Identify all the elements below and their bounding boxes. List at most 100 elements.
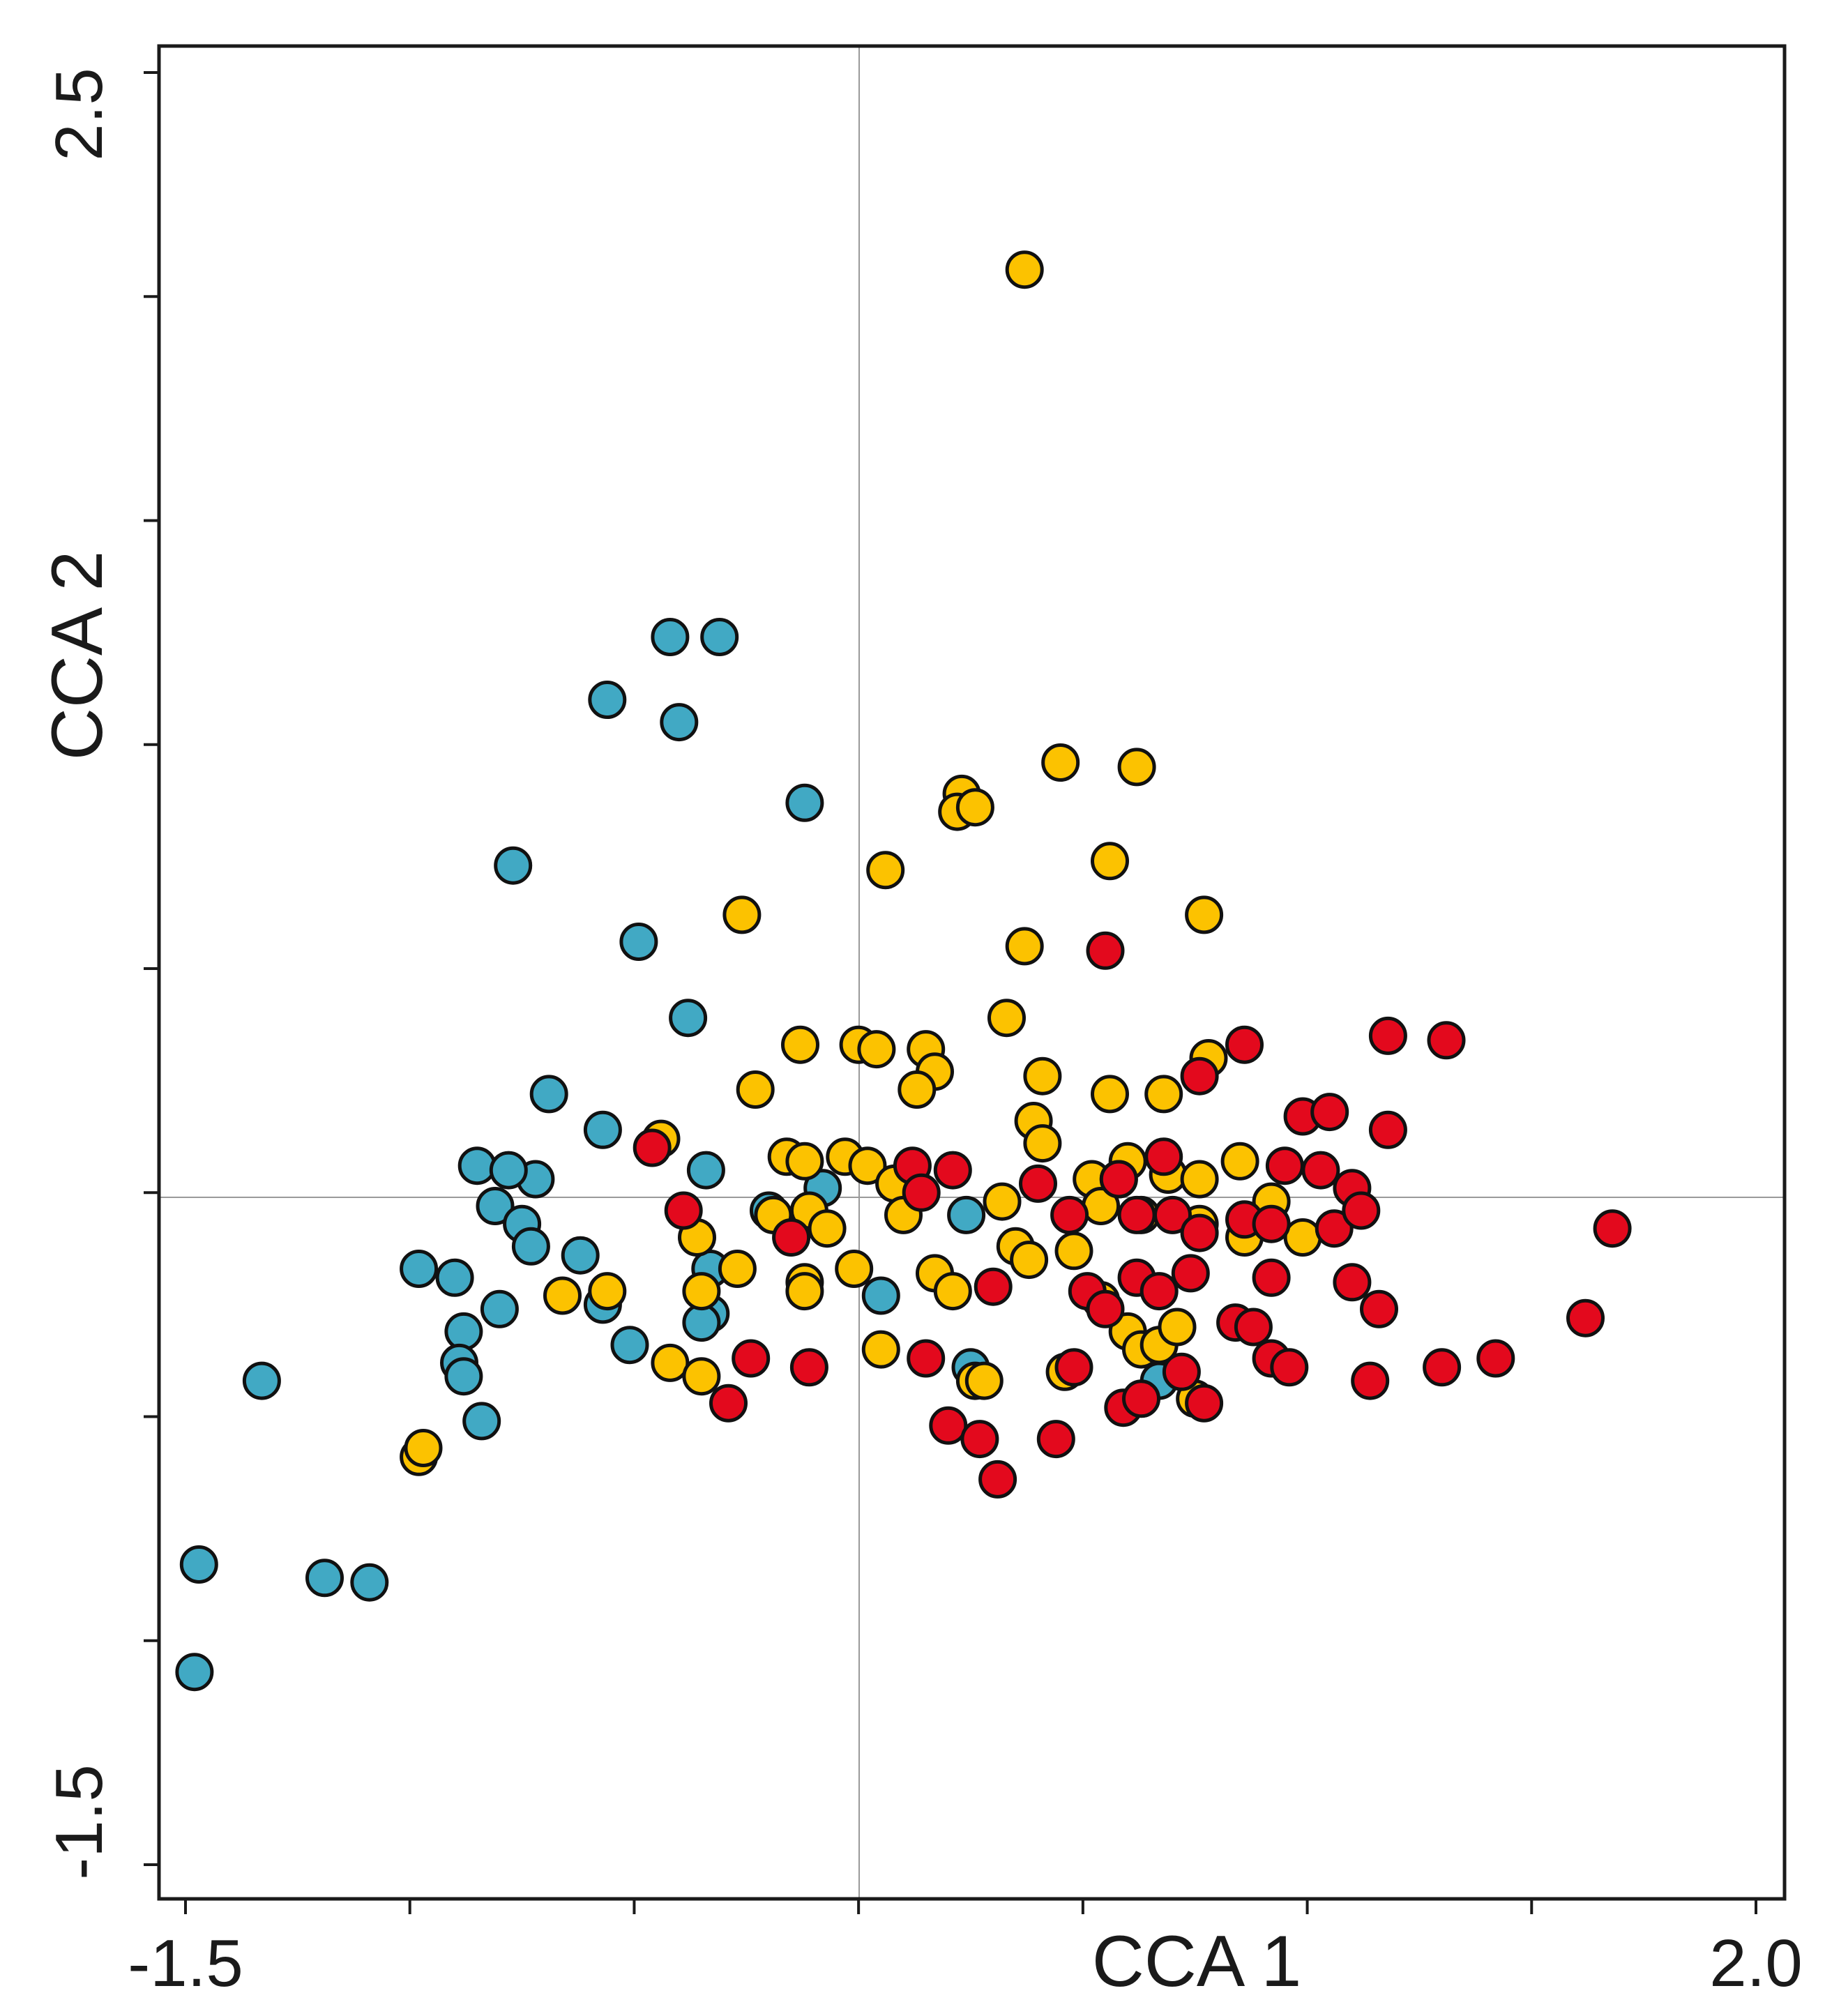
data-point-s1-12 <box>781 1025 819 1064</box>
data-point-s1-32 <box>848 1146 887 1185</box>
data-point-s0-0 <box>651 618 690 656</box>
data-point-s2-13 <box>1265 1146 1304 1185</box>
data-point-s1-44 <box>1010 1241 1049 1280</box>
data-point-s1-68 <box>861 1330 900 1369</box>
data-point-s0-9 <box>583 1110 622 1149</box>
data-point-s0-1 <box>700 618 739 656</box>
y-axis-title: CCA 2 <box>37 551 118 761</box>
data-point-s2-36 <box>1333 1263 1372 1302</box>
data-point-s2-1 <box>1225 1025 1264 1064</box>
data-point-s0-27 <box>462 1402 501 1441</box>
data-point-s1-66 <box>651 1343 690 1382</box>
data-point-s2-24 <box>1315 1209 1354 1248</box>
data-point-s1-24 <box>1023 1124 1062 1163</box>
data-point-s1-7 <box>866 851 905 890</box>
data-point-s2-0 <box>1086 931 1125 970</box>
data-point-s2-11 <box>1099 1160 1138 1199</box>
data-point-s0-2 <box>588 681 627 719</box>
data-point-s2-46 <box>1054 1348 1093 1387</box>
data-point-s1-9 <box>1005 927 1044 966</box>
data-point-s2-17 <box>1019 1164 1057 1203</box>
data-point-s2-47 <box>1162 1352 1201 1391</box>
data-point-s1-74 <box>404 1429 443 1467</box>
data-point-s1-70 <box>964 1361 1004 1400</box>
data-point-s0-24 <box>444 1312 483 1351</box>
data-point-s0-13 <box>476 1187 515 1225</box>
data-point-s0-26 <box>444 1357 483 1396</box>
data-point-s2-14 <box>1301 1151 1340 1190</box>
data-point-s1-21 <box>1144 1075 1183 1114</box>
data-point-s1-55 <box>785 1272 824 1311</box>
data-point-s1-67 <box>682 1357 721 1396</box>
series-2-points <box>633 931 1632 1499</box>
data-point-s2-39 <box>1234 1308 1273 1347</box>
data-point-s1-62 <box>1158 1308 1197 1347</box>
y-axis-ticks <box>144 71 159 1866</box>
data-point-s2-54 <box>1185 1384 1224 1423</box>
data-point-s2-37 <box>1360 1289 1398 1328</box>
data-point-s0-31 <box>305 1559 344 1598</box>
data-point-s2-50 <box>1476 1339 1515 1378</box>
data-point-s2-2 <box>1368 1016 1407 1055</box>
data-point-s2-35 <box>1252 1258 1291 1297</box>
data-point-s1-30 <box>785 1142 824 1181</box>
data-point-s1-18 <box>736 1070 775 1109</box>
data-point-s0-5 <box>494 846 533 885</box>
data-point-s0-3 <box>660 703 699 742</box>
data-point-s1-65 <box>588 1272 627 1311</box>
data-point-s0-23 <box>610 1326 649 1365</box>
data-point-s2-26 <box>1593 1209 1632 1248</box>
data-point-s2-3 <box>1427 1021 1466 1060</box>
plot-frame <box>157 44 1787 1901</box>
data-point-s0-4 <box>785 783 824 822</box>
data-point-s2-33 <box>1139 1272 1179 1311</box>
data-point-s2-23 <box>1252 1204 1291 1243</box>
data-point-s2-6 <box>1310 1093 1349 1132</box>
data-point-s2-49 <box>1423 1348 1462 1387</box>
data-point-s1-1 <box>1041 743 1080 782</box>
data-point-s1-2 <box>1117 748 1156 787</box>
data-point-s2-55 <box>929 1406 968 1445</box>
data-point-s2-25 <box>1342 1191 1381 1230</box>
data-point-s2-41 <box>1270 1348 1309 1387</box>
data-point-s0-37 <box>861 1276 900 1315</box>
data-point-s1-11 <box>987 999 1026 1038</box>
data-point-s0-12 <box>457 1146 497 1185</box>
data-point-s2-58 <box>978 1460 1017 1499</box>
data-point-s2-31 <box>1086 1289 1125 1328</box>
data-point-s2-48 <box>1351 1361 1390 1400</box>
data-point-s1-56 <box>835 1250 874 1288</box>
data-point-s0-30 <box>175 1653 214 1692</box>
data-point-s0-10 <box>686 1151 725 1190</box>
data-point-s2-53 <box>1122 1379 1160 1418</box>
x-tick-label-min: -1.5 <box>128 1926 243 2001</box>
data-point-s0-7 <box>669 999 708 1038</box>
data-point-s2-18 <box>1050 1195 1089 1234</box>
data-point-s2-19 <box>1117 1195 1156 1234</box>
data-point-s2-4 <box>1180 1056 1219 1096</box>
data-point-s1-58 <box>933 1272 972 1311</box>
data-point-s1-64 <box>543 1276 582 1315</box>
data-point-s1-36 <box>1180 1160 1219 1199</box>
data-point-s1-42 <box>983 1182 1022 1221</box>
data-point-s1-6 <box>1091 842 1129 881</box>
data-point-s2-56 <box>960 1420 999 1459</box>
x-axis-ticks <box>184 1899 1757 1914</box>
data-point-s1-53 <box>682 1272 721 1311</box>
data-point-s0-17 <box>511 1227 550 1266</box>
data-point-s1-52 <box>718 1250 757 1288</box>
data-point-s2-8 <box>633 1128 672 1167</box>
data-point-s1-19 <box>1023 1056 1062 1096</box>
data-point-s2-51 <box>709 1384 748 1423</box>
data-point-s2-10 <box>933 1151 972 1190</box>
data-point-s1-17 <box>898 1070 937 1109</box>
data-point-s2-45 <box>907 1339 946 1378</box>
data-point-s0-21 <box>480 1289 519 1328</box>
data-point-s2-21 <box>1180 1213 1219 1252</box>
points-layer <box>175 250 1632 1692</box>
data-point-s2-42 <box>1566 1298 1605 1337</box>
data-point-s1-45 <box>1054 1231 1093 1271</box>
data-point-s1-0 <box>1005 250 1044 289</box>
